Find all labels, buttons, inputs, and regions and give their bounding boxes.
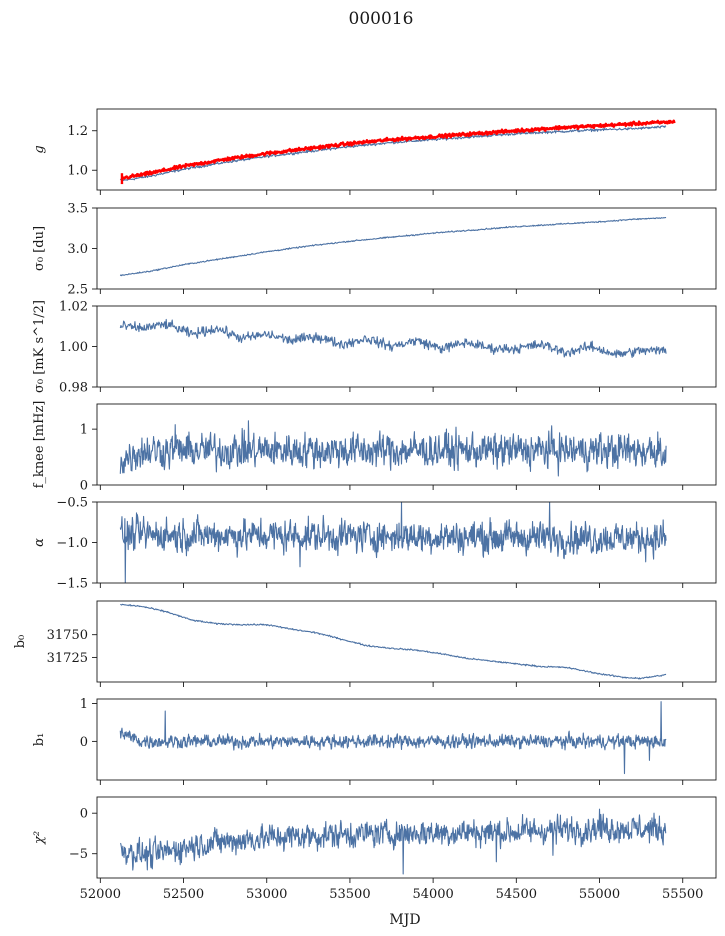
axes-frame-sigma0-mk — [96, 305, 717, 388]
series-line-alpha-0 — [119, 502, 667, 583]
xtick-label-3: 53500 — [329, 887, 370, 902]
xtick-label-5: 54500 — [496, 887, 537, 902]
panel-b1: 0 1 b₁ — [32, 697, 717, 785]
ytick-label-sigma0-du-2: 3.5 — [67, 202, 88, 217]
ytick-label-alpha-2: −0.5 — [56, 496, 88, 511]
series-line-g-0 — [119, 125, 667, 181]
ytick-label-chi2-1: 0 — [80, 807, 88, 822]
ytick-label-sigma0-mk-2: 1.02 — [59, 300, 88, 315]
axes-frame-b0 — [96, 600, 717, 683]
axes-frame-chi2 — [96, 796, 717, 879]
axes-frame-b1 — [96, 698, 717, 781]
panel-g: 1.0 1.2 g — [32, 108, 717, 195]
xtick-label-1: 52500 — [163, 887, 204, 902]
ylabel-fknee: f_knee [mHz] — [32, 401, 47, 489]
ytick-label-alpha-0: −1.5 — [56, 577, 88, 592]
ytick-label-g-0: 1.0 — [67, 164, 88, 179]
panel-sigma0-du: 2.5 3.0 3.5 σ₀ [du] — [32, 202, 717, 298]
ytick-label-b0-0: 31725 — [47, 651, 88, 666]
panels: 1.0 1.2 g 2.5 3.0 3.5 σ₀ [du] 0.98 1.00 1.02 σ₀ [m… — [13, 108, 717, 902]
ylabel-sigma0-du: σ₀ [du] — [32, 226, 47, 271]
series-line-g-1 — [120, 119, 676, 181]
panel-fknee: 0 1 f_knee [mHz] — [32, 401, 717, 494]
ytick-label-chi2-0: −5 — [69, 847, 88, 862]
ytick-label-sigma0-mk-1: 1.00 — [59, 340, 88, 355]
ylabel-chi2: χ² — [32, 831, 47, 845]
series-line-sigma0-mk-0 — [119, 318, 667, 358]
series-line-chi2-0 — [120, 808, 667, 875]
ytick-label-b1-1: 1 — [80, 697, 88, 712]
series-line-sigma0-du-0 — [119, 217, 667, 277]
ytick-label-fknee-0: 0 — [80, 479, 88, 494]
ylabel-alpha: α — [32, 538, 47, 547]
axes-frame-fknee — [96, 403, 717, 486]
ytick-label-b0-1: 31750 — [47, 628, 88, 643]
series-line-b1-0 — [119, 701, 667, 775]
panel-alpha: −1.5 −1.0 −0.5 α — [32, 496, 717, 592]
xtick-label-4: 54000 — [412, 887, 453, 902]
series-line-b0-0 — [120, 603, 667, 680]
ylabel-b0: b₀ — [13, 635, 28, 649]
ytick-label-b1-0: 0 — [80, 735, 88, 750]
xtick-label-6: 55000 — [579, 887, 620, 902]
xtick-label-0: 52000 — [80, 887, 121, 902]
panel-chi2: −5 0 52000 52500 53000 53500 54000 54500 55000 55… — [32, 796, 717, 902]
ytick-label-fknee-1: 1 — [80, 423, 88, 438]
ylabel-b1: b₁ — [32, 733, 47, 747]
series-line-fknee-0 — [119, 420, 667, 477]
ytick-label-sigma0-mk-0: 0.98 — [59, 381, 88, 396]
ylabel-sigma0-mk: σ₀ [mK s^1/2] — [32, 300, 47, 393]
xtick-label-2: 53000 — [246, 887, 287, 902]
ylabel-g: g — [32, 145, 47, 153]
xtick-label-7: 55500 — [662, 887, 703, 902]
panel-b0: 31725 31750 b₀ — [13, 600, 717, 687]
ytick-label-sigma0-du-1: 3.0 — [67, 242, 88, 257]
panel-sigma0-mk: 0.98 1.00 1.02 σ₀ [mK s^1/2] — [32, 300, 717, 396]
ytick-label-g-1: 1.2 — [67, 124, 88, 139]
figure-title: 000016 — [349, 9, 414, 29]
ytick-label-alpha-1: −1.0 — [56, 536, 88, 551]
ytick-label-sigma0-du-0: 2.5 — [67, 283, 88, 298]
x-axis-label: MJD — [389, 912, 420, 928]
axes-frame-g — [96, 108, 717, 191]
